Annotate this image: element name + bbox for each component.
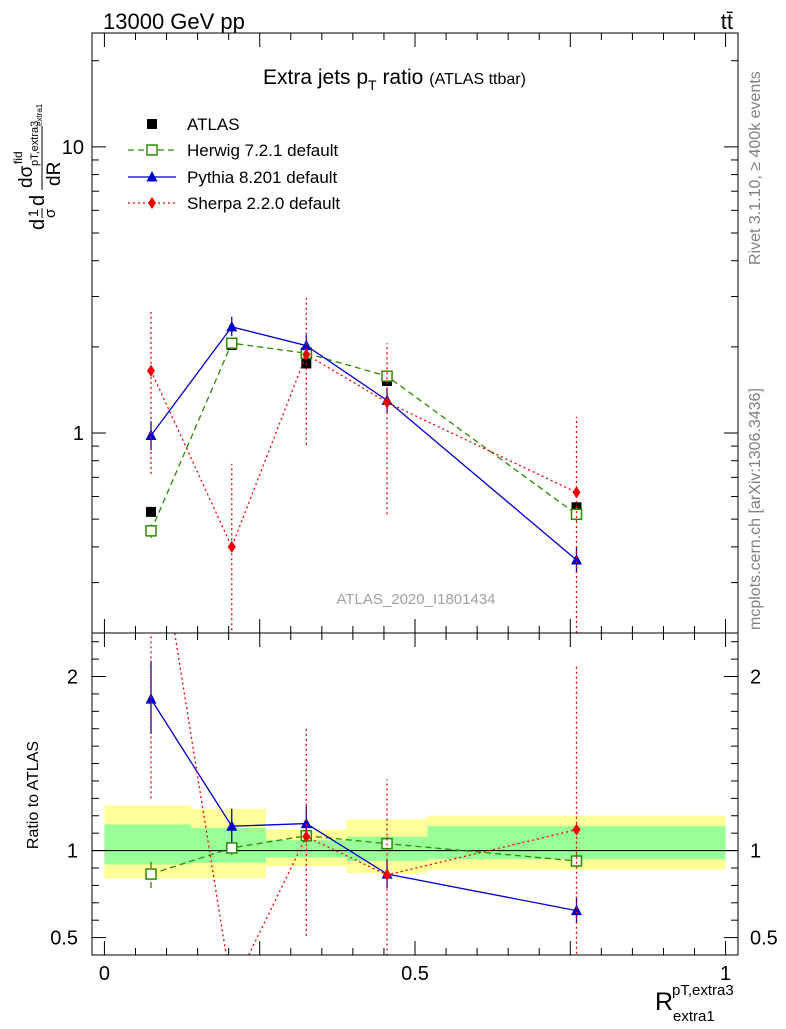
data-point: [145, 525, 157, 537]
ylabel-d1: d: [27, 219, 49, 230]
data-point: [227, 540, 236, 553]
svg-text:extra1: extra1: [673, 1008, 715, 1024]
ratio-series-line: [174, 633, 577, 955]
x-axis-label: R pT,extra3 extra1: [655, 982, 734, 1025]
mcplots-credit-label: mcplots.cern.ch [arXiv:1306.3436]: [747, 388, 764, 630]
legend: ATLAS Herwig 7.2.1 default Pythia 8.201 de…: [128, 115, 340, 213]
band-inner: [265, 840, 347, 858]
legend-item: Herwig 7.2.1 default: [128, 141, 338, 160]
legend-label: Sherpa 2.2.0 default: [187, 194, 340, 213]
ratio-data-point: [383, 868, 392, 881]
ratio-panel-series: [145, 479, 583, 996]
legend-marker: [147, 119, 157, 129]
ratio-y-tick-label: 1: [67, 841, 78, 863]
header-process: tt̄: [721, 9, 733, 34]
ylabel-frac2-sup: fid: [11, 151, 25, 164]
legend-marker: [146, 171, 158, 182]
ratio-data-point: [145, 693, 157, 704]
svg-text:pT,extra3: pT,extra3: [672, 982, 734, 999]
ratio-panel-frame: [91, 632, 739, 956]
x-tick-label: 0: [99, 963, 110, 985]
ratio-panel-axes: 0 0.5 1 0.5 0.5 1 1 2 2: [50, 633, 778, 985]
ratio-y-tick-label: 0.5: [50, 928, 78, 950]
ratio-data-point: [145, 868, 157, 880]
data-point: [145, 429, 157, 441]
legend-item: Pythia 8.201 default: [128, 168, 338, 187]
main-y-tick-label: 10: [62, 137, 84, 159]
x-tick-label: 1: [720, 963, 731, 985]
legend-label: Herwig 7.2.1 default: [187, 141, 338, 160]
data-point: [147, 364, 156, 377]
rivet-version-label: Rivet 3.1.10, ≥ 400k events: [747, 71, 764, 265]
data-point: [146, 506, 157, 517]
chart-title: Extra jets pT ratio (ATLAS ttbar): [263, 66, 526, 93]
series-sherpa: [147, 298, 581, 633]
legend-label: Pythia 8.201 default: [187, 168, 338, 187]
ratio-y-tick-label-right: 2: [750, 667, 761, 689]
ratio-uncertainty-bands: [92, 805, 738, 879]
ylabel-frac1-den: σ: [42, 208, 59, 218]
ratio-data-point: [147, 479, 155, 491]
legend-marker: [148, 197, 156, 209]
ratio-data-point: [226, 820, 238, 831]
analysis-watermark: ATLAS_2020_I1801434: [336, 591, 495, 608]
ratio-y-axis-label: Ratio to ATLAS: [25, 741, 42, 849]
data-point: [571, 553, 582, 565]
data-point: [226, 320, 238, 332]
data-point: [302, 348, 311, 361]
legend-marker: [146, 144, 158, 156]
main-panel-series: [145, 298, 583, 633]
series-line: [150, 342, 577, 532]
ylabel-frac2-sub: pT,extra3: [29, 121, 41, 166]
series-atlas: [146, 340, 582, 517]
ratio-series-sherpa: [147, 479, 581, 996]
header-energy: 13000 GeV pp: [103, 9, 245, 34]
main-y-axis-label: d 1 σ d dσ fid pT,extra3 extra1 dR: [11, 103, 65, 230]
series-herwig: [145, 337, 583, 538]
ratio-series-line: [150, 698, 577, 912]
ratio-y-tick-label: 2: [67, 667, 78, 689]
legend-item: Sherpa 2.2.0 default: [128, 194, 340, 213]
main-y-tick-label: 1: [73, 423, 84, 445]
ratio-series-pythia: [145, 660, 582, 923]
ylabel-d2: d: [27, 195, 49, 206]
svg-text:R: R: [655, 988, 673, 1016]
ratio-data-point: [228, 984, 236, 996]
data-point: [570, 508, 583, 521]
data-point: [381, 370, 393, 382]
data-point: [572, 486, 581, 499]
series-pythia: [145, 316, 582, 573]
ratio-data-point: [570, 855, 583, 867]
ratio-y-tick-label-right: 1: [750, 841, 761, 863]
x-tick-label: 0.5: [401, 963, 429, 985]
main-panel-axes: 1 10: [62, 33, 738, 634]
ratio-data-point: [226, 842, 238, 854]
ratio-data-point: [571, 904, 582, 916]
series-line: [150, 326, 577, 561]
ratio-data-point: [572, 823, 581, 836]
data-point: [226, 337, 238, 349]
ylabel-frac2-den: dR: [44, 162, 65, 186]
legend-label: ATLAS: [187, 115, 240, 134]
ratio-y-tick-label-right: 0.5: [750, 928, 778, 950]
legend-item: ATLAS: [147, 115, 240, 134]
band-inner: [104, 824, 192, 865]
ratio-data-point: [302, 830, 311, 843]
ylabel-frac2-sub2: extra1: [35, 103, 44, 126]
ylabel-frac1-num: 1: [25, 209, 41, 217]
data-point: [300, 339, 312, 351]
data-point: [383, 396, 392, 409]
ratio-data-point: [300, 817, 312, 829]
ylabel-frac2-num: dσ: [16, 165, 37, 188]
